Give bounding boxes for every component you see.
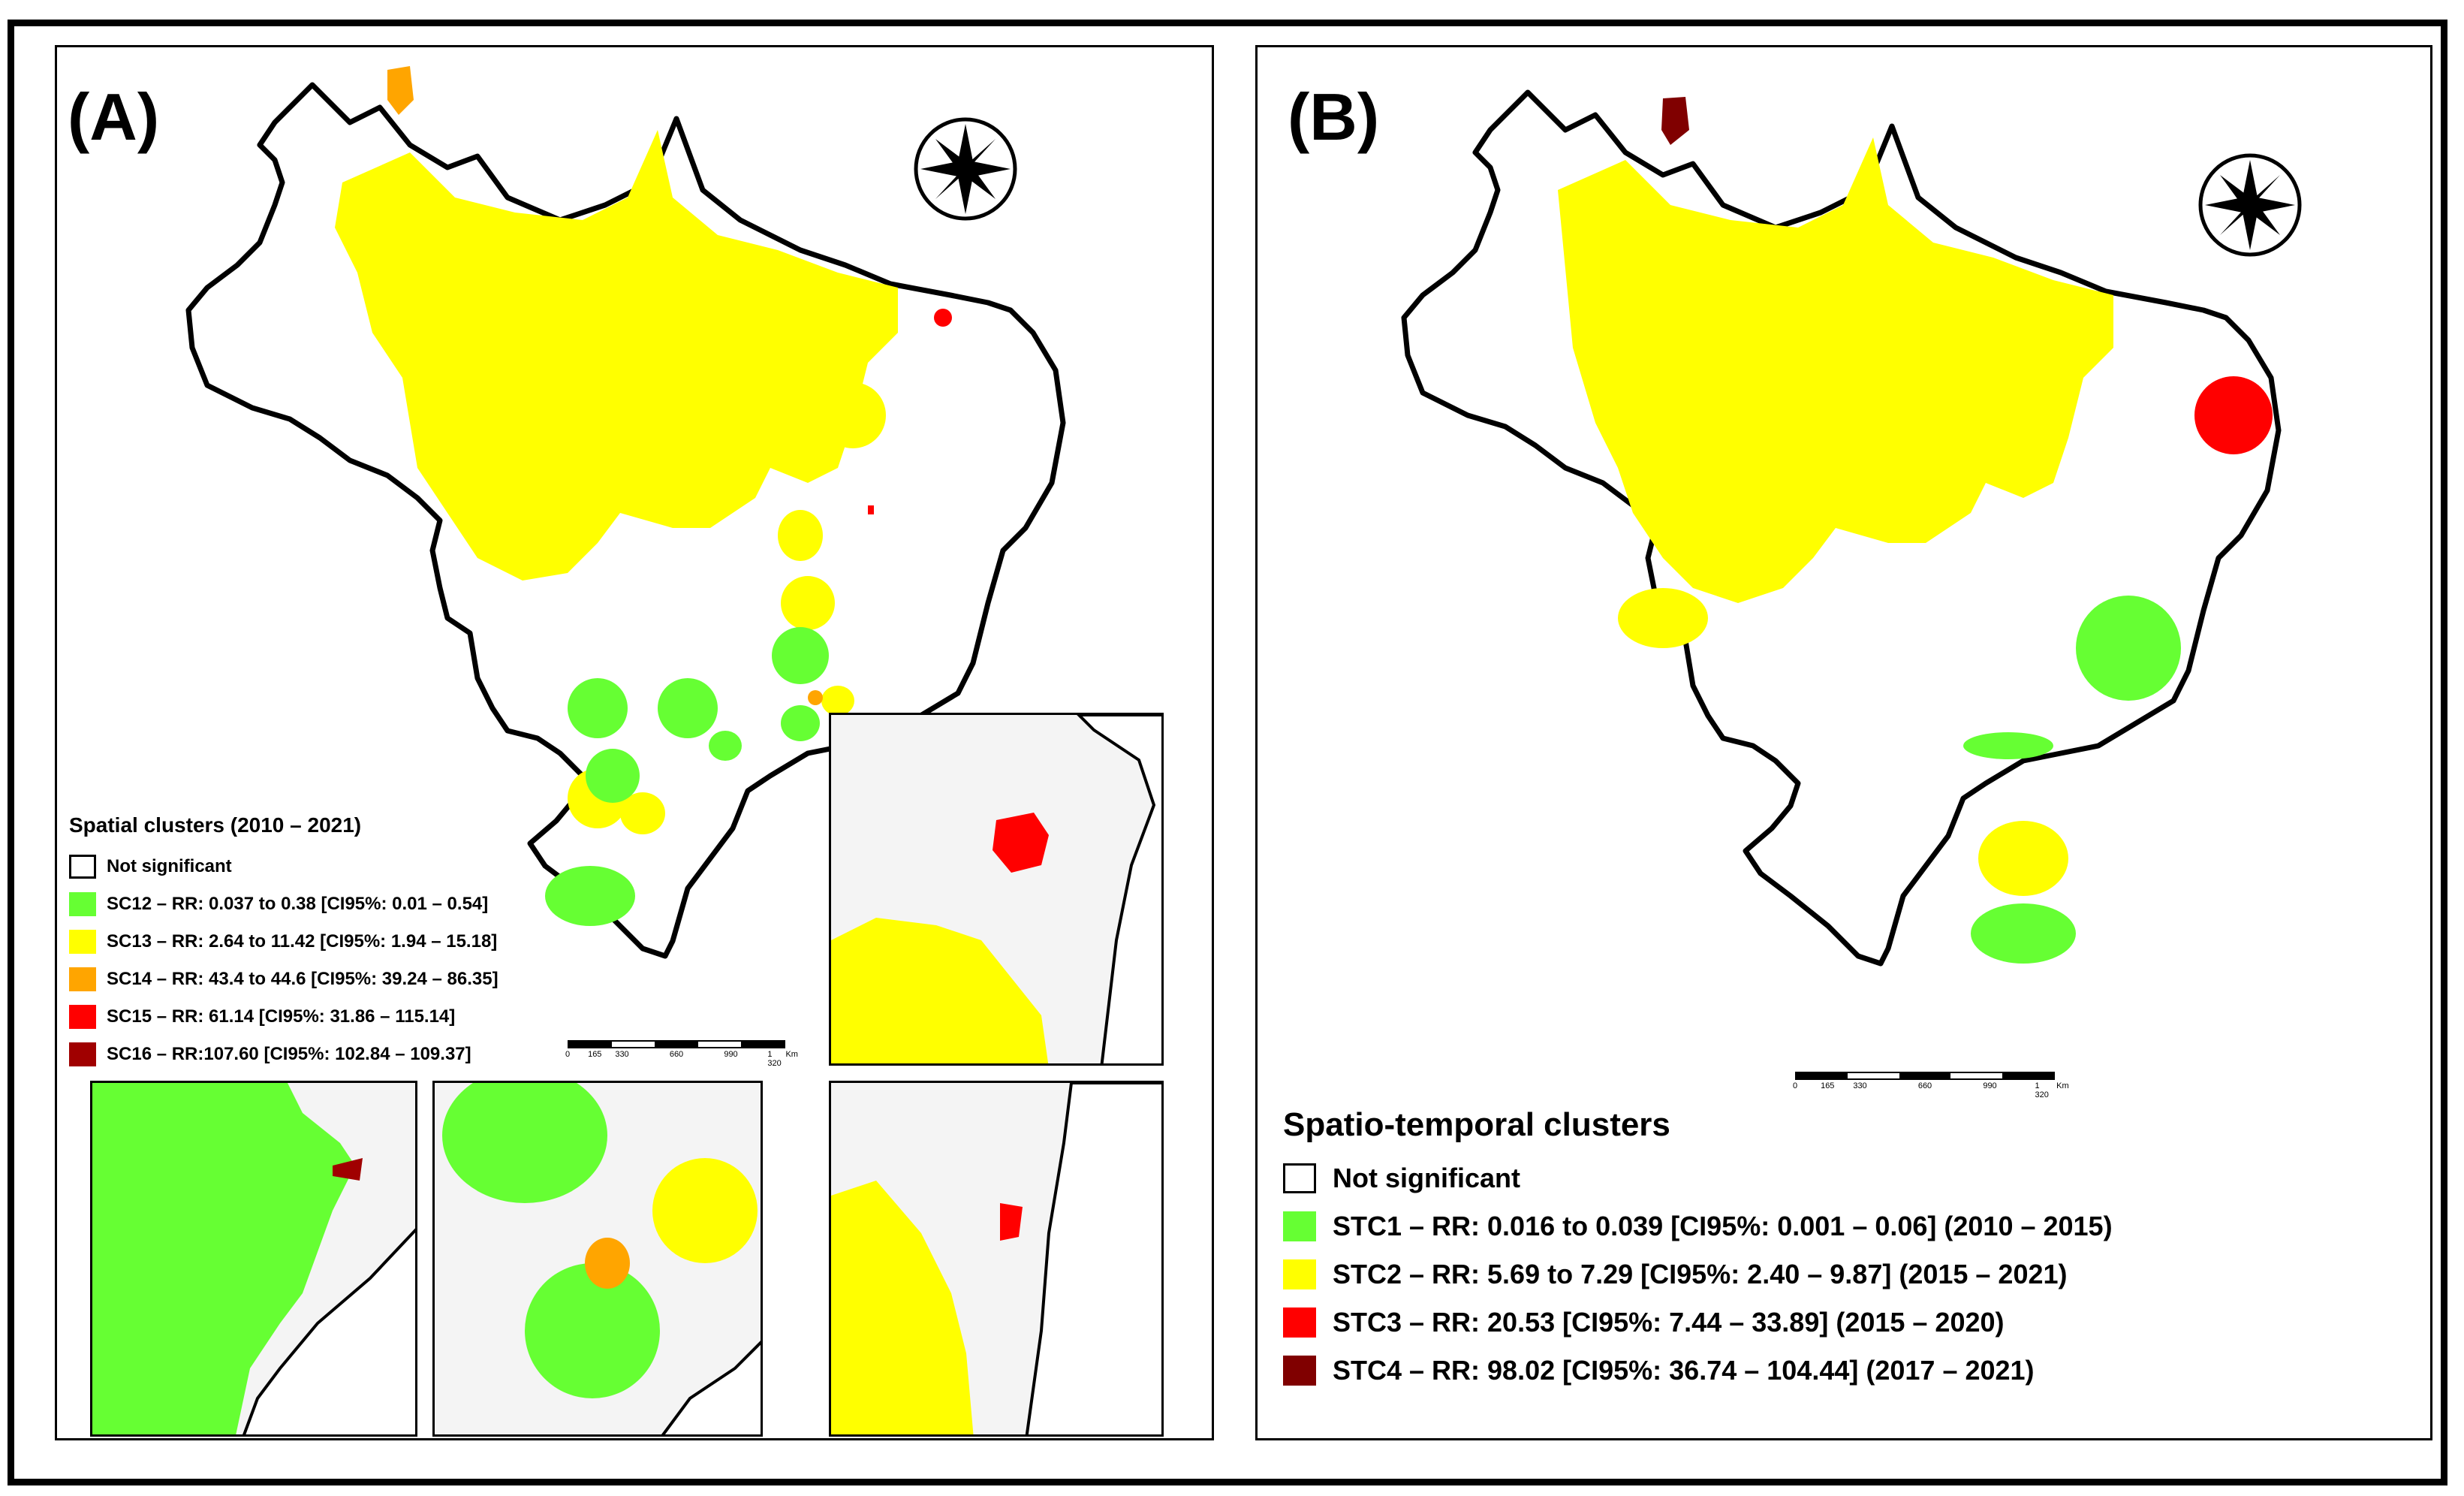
legend-a-label: SC15 – RR: 61.14 [CI95%: 31.86 – 115.14] <box>107 1006 456 1027</box>
legend-a-label: SC12 – RR: 0.037 to 0.38 [CI95%: 0.01 – … <box>107 894 489 914</box>
map-b <box>1258 47 2302 1443</box>
swatch-sc15 <box>69 1005 96 1029</box>
scale-tick: 165 <box>588 1050 602 1059</box>
swatch-sc12 <box>69 892 96 916</box>
legend-a-item: SC12 – RR: 0.037 to 0.38 [CI95%: 0.01 – … <box>69 885 499 923</box>
figure-frame <box>8 20 2447 1485</box>
cluster-sc15 <box>934 309 952 327</box>
swatch-stc1 <box>1283 1211 1316 1241</box>
scale-tick: 990 <box>724 1050 738 1059</box>
swatch-not-significant <box>69 855 96 879</box>
swatch-sc16 <box>69 1042 96 1066</box>
cluster-stc2-south <box>1978 821 2068 896</box>
cluster-sc12-south <box>545 866 635 926</box>
legend-a-label: SC13 – RR: 2.64 to 11.42 [CI95%: 1.94 – … <box>107 931 498 952</box>
legend-a-label: SC16 – RR:107.60 [CI95%: 102.84 – 109.37… <box>107 1044 471 1064</box>
cluster-stc3 <box>2194 376 2273 454</box>
legend-a: Spatial clusters (2010 – 2021) Not signi… <box>69 813 499 1073</box>
cluster-sc15-small <box>868 505 874 514</box>
inset-east <box>829 1081 1164 1437</box>
cluster-stc1-south <box>1971 903 2076 964</box>
legend-b-label: STC1 – RR: 0.016 to 0.039 [CI95%: 0.001 … <box>1333 1211 2113 1241</box>
cluster-sc14-north <box>387 66 414 115</box>
legend-b-item: STC2 – RR: 5.69 to 7.29 [CI95%: 2.40 – 9… <box>1283 1250 2113 1298</box>
inset-south <box>90 1081 417 1437</box>
compass-rose-icon <box>914 117 1017 221</box>
cluster-sc12-1 <box>772 627 829 684</box>
cluster-sc13-s2 <box>620 792 665 834</box>
scale-bar-a: 0 165 330 660 990 1 320 Km <box>565 1040 798 1068</box>
cluster-sc12-5 <box>781 705 820 741</box>
legend-b-item: STC3 – RR: 20.53 [CI95%: 7.44 – 33.89] (… <box>1283 1298 2113 1347</box>
cluster-sc12-2 <box>568 678 628 738</box>
cluster-sc13-e <box>781 576 835 630</box>
scale-tick: 330 <box>1853 1081 1867 1090</box>
legend-b-label: STC2 – RR: 5.69 to 7.29 [CI95%: 2.40 – 9… <box>1333 1259 2068 1289</box>
map-a <box>57 66 1216 1443</box>
scale-tick: 1 320 <box>767 1050 782 1068</box>
scale-tick: 660 <box>669 1050 684 1059</box>
scale-tick: 0 <box>565 1050 571 1059</box>
cluster-stc2-north <box>1558 137 2113 603</box>
cluster-stc1-east <box>2076 596 2181 701</box>
legend-b-label: STC3 – RR: 20.53 [CI95%: 7.44 – 33.89] (… <box>1333 1307 2005 1338</box>
legend-b-item: STC4 – RR: 98.02 [CI95%: 36.74 – 104.44]… <box>1283 1347 2113 1395</box>
swatch-not-significant <box>1283 1163 1316 1193</box>
legend-a-item: SC13 – RR: 2.64 to 11.42 [CI95%: 1.94 – … <box>69 923 499 961</box>
legend-b-title: Spatio-temporal clusters <box>1283 1106 1670 1143</box>
legend-b-item: Not significant <box>1283 1154 2113 1202</box>
cluster-stc2-sw <box>1618 588 1708 648</box>
cluster-stc4 <box>1661 97 1689 145</box>
legend-a-item: Not significant <box>69 848 499 885</box>
panel-b: (B) 0 165 330 660 990 1 320 Km <box>1255 45 2432 1440</box>
swatch-stc2 <box>1283 1259 1316 1289</box>
legend-a-label: SC14 – RR: 43.4 to 44.6 [CI95%: 39.24 – … <box>107 969 499 989</box>
cluster-stc1-coast <box>1963 732 2053 759</box>
legend-b-item: STC1 – RR: 0.016 to 0.039 [CI95%: 0.001 … <box>1283 1202 2113 1250</box>
legend-b: Spatio-temporal clusters Not significant… <box>1283 1106 2113 1395</box>
scale-unit: Km <box>2056 1081 2069 1090</box>
scale-tick: 0 <box>1792 1081 1798 1090</box>
scale-tick: 330 <box>615 1050 629 1059</box>
panel-b-label: (B) <box>1288 80 1380 154</box>
swatch-stc3 <box>1283 1307 1316 1338</box>
scale-tick: 660 <box>1917 1081 1932 1090</box>
cluster-sc13-ne <box>820 382 886 448</box>
scale-bar-b: 0 165 330 660 990 1 320 Km <box>1792 1072 2069 1099</box>
panel-a: (A) <box>55 45 1214 1440</box>
swatch-stc4 <box>1283 1356 1316 1386</box>
legend-a-label: Not significant <box>107 856 232 876</box>
legend-a-item: SC16 – RR:107.60 [CI95%: 102.84 – 109.37… <box>69 1036 499 1073</box>
scale-unit: Km <box>785 1050 798 1059</box>
cluster-sc14-se <box>808 690 823 705</box>
legend-b-label: STC4 – RR: 98.02 [CI95%: 36.74 – 104.44]… <box>1333 1355 2035 1386</box>
legend-a-item: SC14 – RR: 43.4 to 44.6 [CI95%: 39.24 – … <box>69 961 499 998</box>
swatch-sc13 <box>69 930 96 954</box>
panel-a-label: (A) <box>68 80 160 154</box>
cluster-sc12-6 <box>709 731 742 761</box>
inset-northeast <box>829 713 1164 1066</box>
swatch-sc14 <box>69 967 96 991</box>
legend-a-item: SC15 – RR: 61.14 [CI95%: 31.86 – 115.14] <box>69 998 499 1036</box>
cluster-sc12-4 <box>586 749 640 803</box>
inset-southeast <box>432 1081 763 1437</box>
scale-tick: 1 320 <box>2035 1081 2049 1099</box>
cluster-sc13-north <box>335 130 898 581</box>
cluster-sc12-3 <box>658 678 718 738</box>
scale-tick: 990 <box>1983 1081 1997 1090</box>
legend-a-title: Spatial clusters (2010 – 2021) <box>69 813 362 837</box>
legend-b-label: Not significant <box>1333 1163 1520 1193</box>
cluster-sc13-center <box>778 510 823 561</box>
cluster-sc13-coast <box>821 686 854 716</box>
scale-tick: 165 <box>1821 1081 1835 1090</box>
compass-rose-icon <box>2198 153 2302 257</box>
